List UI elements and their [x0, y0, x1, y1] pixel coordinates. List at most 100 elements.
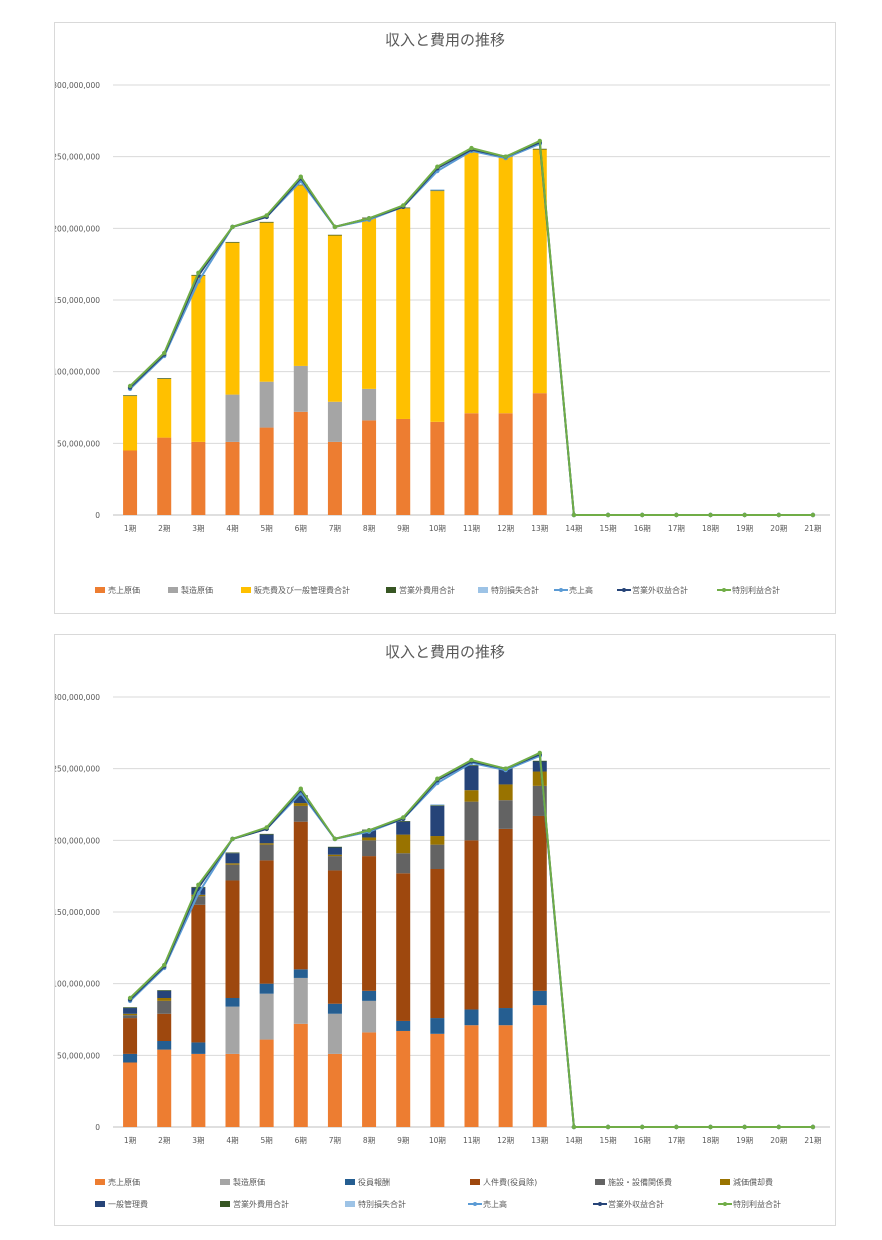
bar-segment — [225, 864, 240, 881]
x-tick-label: 17期 — [668, 524, 685, 533]
x-tick-label: 8期 — [363, 524, 375, 533]
bar-segment — [430, 836, 445, 845]
y-tick-label: 250,000,000 — [55, 153, 100, 162]
bar-segment — [464, 840, 479, 1010]
y-tick-label: 150,000,000 — [55, 296, 100, 305]
x-tick-label: 9期 — [397, 1136, 409, 1145]
legend-label: 売上原価 — [108, 1177, 140, 1187]
bar-segment — [225, 998, 240, 1007]
legend-label: 営業外収益合計 — [632, 585, 688, 595]
bar-segment — [430, 1018, 445, 1034]
legend-label: 製造原価 — [181, 585, 213, 595]
x-tick-label: 12期 — [497, 1136, 514, 1145]
data-point — [264, 825, 269, 830]
x-tick-label: 18期 — [702, 1136, 719, 1145]
bar-segment — [157, 378, 172, 438]
chart-svg-1: 収入と費用の推移 0 50,000,000 100,000,000 150,000,00… — [55, 31, 830, 595]
bar-segment — [123, 1053, 138, 1063]
bar-segment — [532, 393, 547, 515]
bar-segment — [396, 1020, 411, 1031]
bar-segment — [430, 421, 445, 515]
bar-segment — [259, 834, 274, 844]
bar-segment — [430, 191, 445, 422]
legend-swatch — [95, 1201, 105, 1207]
legend-swatch — [345, 1179, 355, 1185]
bar-segment — [259, 860, 274, 984]
x-tick-label: 4期 — [226, 524, 238, 533]
legend-label: 人件費(役員除) — [483, 1177, 537, 1187]
x-tick-label: 17期 — [668, 1136, 685, 1145]
bar-segment — [157, 1013, 172, 1041]
y-tick-label: 50,000,000 — [57, 439, 100, 448]
bar-segment — [430, 190, 445, 192]
bar-segment — [123, 1018, 138, 1054]
bar-segment — [464, 413, 479, 515]
x-tick-label: 9期 — [397, 524, 409, 533]
data-point — [640, 1124, 645, 1130]
bar-segment — [225, 852, 240, 854]
x-tick-label: 18期 — [702, 524, 719, 533]
bar-segment — [532, 1005, 547, 1127]
bar-segment — [327, 234, 342, 236]
legend-marker — [598, 1202, 602, 1206]
data-point — [401, 815, 406, 820]
x-tick-label: 5期 — [261, 1136, 273, 1145]
bar-segment — [327, 1013, 342, 1054]
data-point — [127, 383, 133, 389]
bar-segment — [430, 805, 445, 806]
data-point — [571, 1124, 577, 1130]
bar-segment — [293, 803, 308, 806]
bar-segment — [362, 837, 377, 841]
bar-segment — [327, 854, 342, 857]
data-point — [776, 512, 781, 518]
bar-segment — [430, 844, 445, 869]
y-tick-label: 100,000,000 — [55, 980, 100, 989]
x-tick-label: 3期 — [192, 1136, 204, 1145]
bar-segment — [225, 441, 240, 515]
bar-segment — [123, 1015, 138, 1019]
bar-segment — [123, 1013, 138, 1016]
legend-label: 一般管理費 — [108, 1199, 148, 1209]
legend-marker — [559, 588, 563, 592]
y-tick-label: 250,000,000 — [55, 765, 100, 774]
bar-segment — [498, 156, 513, 414]
x-tick-label: 10期 — [429, 1136, 446, 1145]
data-point — [708, 512, 713, 518]
x-tick-label: 20期 — [770, 1136, 787, 1145]
data-point — [435, 776, 440, 781]
x-tick-label: 5期 — [261, 524, 273, 533]
y-tick-label: 200,000,000 — [55, 836, 100, 845]
data-point — [469, 757, 474, 763]
legend-marker — [622, 588, 626, 592]
chart-title: 収入と費用の推移 — [385, 31, 505, 49]
y-tick-label: 300,000,000 — [55, 81, 100, 90]
data-point — [537, 138, 542, 144]
bar-segment — [293, 1023, 308, 1127]
x-tick-label: 12期 — [497, 524, 514, 533]
bar-segment — [464, 765, 479, 766]
data-point — [162, 962, 167, 968]
legend-label: 営業外費用合計 — [399, 585, 455, 595]
legend-label: 役員報酬 — [358, 1177, 390, 1187]
data-point — [162, 350, 167, 356]
bar-segment — [157, 1049, 172, 1127]
x-tick-label: 6期 — [295, 1136, 307, 1145]
data-point — [401, 203, 406, 208]
x-tick-label: 1期 — [124, 1136, 136, 1145]
bar-segment — [498, 800, 513, 829]
x-tick-label: 2期 — [158, 524, 170, 533]
bar-segment — [532, 149, 547, 394]
bar-segment — [293, 969, 308, 978]
x-tick-label: 15期 — [600, 1136, 617, 1145]
bar-segment — [362, 1000, 377, 1033]
bar-segment — [396, 873, 411, 1021]
legend-marker — [473, 1202, 477, 1206]
data-point — [196, 882, 201, 887]
data-point — [127, 995, 133, 1001]
bar-segment — [362, 420, 377, 515]
bar-segment — [191, 275, 206, 442]
bar-segment — [157, 990, 172, 998]
bar-segment — [396, 853, 411, 874]
bar-segment — [464, 801, 479, 841]
bar-segment — [259, 221, 274, 223]
